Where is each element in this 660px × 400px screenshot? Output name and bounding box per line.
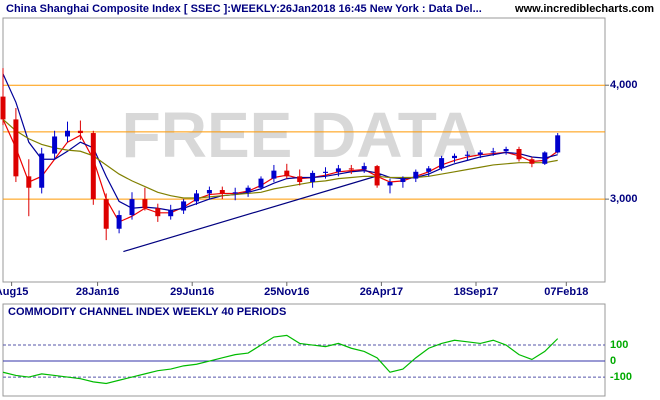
candle-body [206,190,212,194]
header-site: www.incrediblecharts.com [514,3,654,15]
candle-body [65,130,70,137]
candle-body [142,199,148,209]
candle-body [374,166,380,186]
candle-body [361,166,367,170]
candle-body [245,187,251,193]
cci-frame [2,303,606,397]
candle-body [116,215,122,229]
candle-body [271,170,277,179]
y-tick-label: 4,000 [610,79,638,91]
candle-body [39,153,45,188]
candle-body [426,168,432,172]
y-tick-label: 3,000 [610,193,638,205]
candle-body [258,178,264,188]
candle-body [77,130,83,134]
candle-body [194,193,199,202]
candle-body [310,172,316,183]
main-frame [2,17,606,283]
candle-body [297,176,303,183]
x-tick-label: 25Nov16 [264,286,309,298]
candle-body [232,192,238,194]
x-tick-label: Aug15 [0,286,28,298]
x-tick-label: 28Jan16 [76,286,119,298]
candle-body [529,159,535,164]
candle-body [387,182,393,186]
candle-body [26,176,32,188]
y-tick-label: 100 [610,339,628,351]
panel-title: COMMODITY CHANNEL INDEX WEEKLY 40 PERIOD… [8,306,286,318]
y-tick-label: -100 [610,371,632,383]
candle-body [413,171,419,179]
candle-body [348,168,354,170]
watermark: FREE DATA [122,99,479,171]
candle-body [452,155,457,159]
candle-body [219,190,225,194]
candle-body [464,154,470,156]
candle-body [90,133,96,200]
x-tick-label: 07Feb18 [544,286,588,298]
x-tick-label: 18Sep17 [454,286,499,298]
x-tick-label: 26Apr17 [360,286,403,298]
x-tick-label: 29Jun16 [170,286,214,298]
header-title: China Shanghai Composite Index [ SSEC ]:… [6,3,482,15]
candle-body [323,171,328,173]
cci-line [2,334,559,385]
candle-body [13,119,19,177]
candle-body [103,199,109,229]
candle-body [503,149,509,152]
candle-body [439,158,445,169]
candle-body [542,152,548,164]
candle-body [400,178,406,183]
candle-body [52,136,58,154]
candle-body [335,168,341,172]
candle-body [555,135,561,153]
candle-body [284,170,290,177]
candle-body [0,96,6,120]
candle-body [168,210,174,217]
candle-body [155,208,161,217]
trendline [123,174,382,253]
y-tick-label: 0 [610,355,616,367]
candle-body [181,201,187,211]
candle-body [477,152,483,155]
candle-body [516,149,522,160]
candle-body [490,151,496,153]
candle-body [129,199,135,216]
